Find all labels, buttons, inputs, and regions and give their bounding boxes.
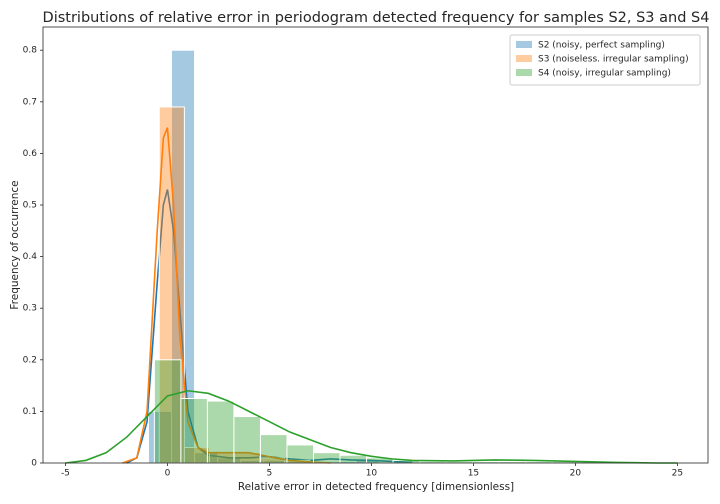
y-tick-label: 0.5 — [23, 201, 37, 211]
histogram-bar — [180, 398, 208, 464]
x-tick-label: 0 — [165, 469, 171, 479]
x-tick-label: 10 — [366, 469, 378, 479]
legend-swatch — [516, 69, 532, 76]
y-tick-label: 0.1 — [23, 407, 37, 417]
y-tick-label: 0.7 — [23, 97, 37, 107]
x-tick-label: 5 — [267, 469, 273, 479]
y-tick-label: 0.2 — [23, 355, 37, 365]
y-tick-label: 0.8 — [23, 46, 38, 56]
x-axis-label: Relative error in detected frequency [di… — [238, 481, 514, 493]
histogram-bar — [259, 434, 288, 464]
histogram-bar — [339, 454, 368, 464]
y-tick-label: 0.6 — [23, 149, 38, 159]
y-tick-label: 0.4 — [23, 252, 38, 262]
histogram-bar — [286, 444, 314, 464]
histogram-bar — [153, 359, 182, 464]
histogram-bar — [233, 416, 261, 464]
x-tick-label: 25 — [672, 469, 683, 479]
legend-box — [509, 34, 701, 86]
legend-label: S3 (noiseless. irregular sampling) — [538, 55, 689, 65]
x-tick-label: 15 — [468, 469, 479, 479]
y-tick-label: 0.3 — [23, 304, 37, 314]
kde-line — [122, 127, 331, 464]
y-axis-label: Frequency of occurrence — [9, 180, 21, 309]
plot-frame — [42, 26, 709, 464]
kde-line — [65, 389, 678, 464]
legend-swatch — [516, 55, 532, 62]
chart-title: Distributions of relative error in perio… — [43, 10, 710, 26]
legend: S2 (noisy, perfect sampling) S3 (noiseles… — [509, 34, 701, 86]
x-tick-label: 20 — [570, 469, 582, 479]
legend-label: S2 (noisy, perfect sampling) — [538, 41, 665, 51]
histogram-bar — [312, 452, 341, 464]
histogram-bar — [206, 400, 235, 464]
x-tick-label: -5 — [61, 469, 70, 479]
y-tick-label: 0 — [31, 459, 37, 469]
legend-swatch — [516, 41, 532, 48]
histogram-bar — [158, 106, 185, 464]
legend-label: S4 (noisy, irregular sampling) — [538, 69, 671, 79]
